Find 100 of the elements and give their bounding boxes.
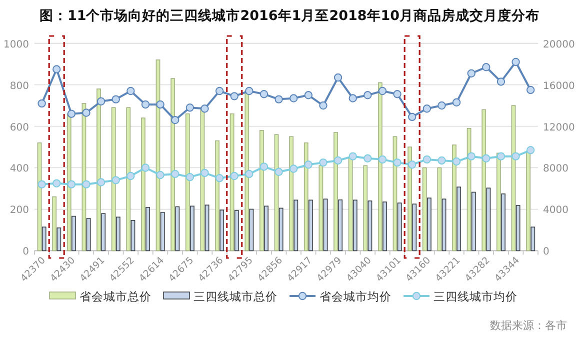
point <box>452 98 461 107</box>
point <box>171 170 180 178</box>
bar <box>471 192 476 252</box>
point <box>364 91 372 100</box>
y-tick-label: 1000 <box>4 39 29 50</box>
point <box>82 108 90 117</box>
bar <box>412 204 417 252</box>
point <box>526 86 535 94</box>
point <box>141 100 150 109</box>
point <box>52 65 61 74</box>
bar <box>368 200 372 252</box>
bar <box>422 167 427 252</box>
bar <box>190 206 194 252</box>
point <box>512 58 520 66</box>
point <box>378 86 387 96</box>
y-tick-label: 200 <box>10 205 29 216</box>
point <box>496 78 506 86</box>
point <box>215 174 224 182</box>
bar <box>146 206 150 252</box>
bar <box>234 210 239 252</box>
point <box>304 160 313 169</box>
bar <box>126 107 131 252</box>
bar <box>42 226 46 252</box>
point <box>467 69 476 78</box>
bar <box>249 208 254 252</box>
point <box>364 154 372 163</box>
point <box>171 116 180 124</box>
bar <box>215 140 220 252</box>
point <box>38 180 46 188</box>
bar <box>526 150 530 252</box>
bar <box>52 196 57 252</box>
bar <box>294 200 298 252</box>
bar <box>437 167 442 252</box>
point <box>82 180 90 188</box>
bar <box>170 78 176 252</box>
bar <box>348 156 353 252</box>
bar <box>456 186 462 252</box>
point <box>408 160 416 169</box>
legend-label: 省会城市总价 <box>80 290 152 304</box>
y2-tick-label: 20000 <box>543 39 575 50</box>
point <box>112 95 120 104</box>
bar <box>200 107 205 252</box>
bar <box>352 200 358 252</box>
bar <box>116 216 120 252</box>
point <box>290 94 298 102</box>
legend-label: 三四线城市总价 <box>194 290 278 304</box>
chart-title: 图：11个市场向好的三四线城市2016年1月至2018年10月商品房成交月度分布 <box>39 7 540 24</box>
point <box>215 86 224 96</box>
point <box>438 101 446 110</box>
point <box>260 162 268 171</box>
bar <box>160 212 165 252</box>
point <box>38 99 46 108</box>
point <box>245 170 254 178</box>
point <box>378 155 387 164</box>
y-tick-label: 400 <box>10 164 29 175</box>
point <box>496 152 506 160</box>
point <box>319 158 328 167</box>
bar <box>278 208 284 252</box>
point <box>438 156 446 165</box>
bar <box>318 165 324 252</box>
bar <box>86 218 91 252</box>
point <box>526 146 535 154</box>
bar <box>220 210 224 252</box>
point <box>482 63 490 72</box>
bar <box>338 199 343 252</box>
point <box>67 110 76 118</box>
point <box>304 91 313 100</box>
bar <box>130 220 136 252</box>
bar <box>259 130 264 252</box>
point <box>260 90 268 98</box>
point <box>274 95 283 104</box>
bar <box>482 109 486 252</box>
bar <box>204 204 210 252</box>
y2-tick-label: 4000 <box>543 205 568 216</box>
point <box>274 168 283 176</box>
point <box>200 168 209 178</box>
y2-tick-label: 16000 <box>543 80 575 92</box>
point <box>393 90 402 98</box>
bar <box>382 202 387 252</box>
point <box>348 94 357 102</box>
y2-tick-label: 8000 <box>543 164 568 175</box>
bar <box>289 136 294 252</box>
bar <box>408 146 412 252</box>
bar <box>72 216 76 252</box>
bar <box>140 118 146 252</box>
bar <box>501 193 506 252</box>
bar <box>334 132 338 252</box>
point <box>393 158 402 167</box>
bar <box>516 205 520 252</box>
point <box>334 73 342 82</box>
point <box>141 164 150 172</box>
point <box>245 86 254 96</box>
legend-label: 省会城市均价 <box>320 290 392 304</box>
bar <box>82 103 86 252</box>
bar <box>378 82 382 252</box>
point <box>126 86 135 96</box>
point <box>422 155 432 164</box>
bar <box>308 200 313 252</box>
point <box>67 180 76 188</box>
bar <box>452 144 456 252</box>
